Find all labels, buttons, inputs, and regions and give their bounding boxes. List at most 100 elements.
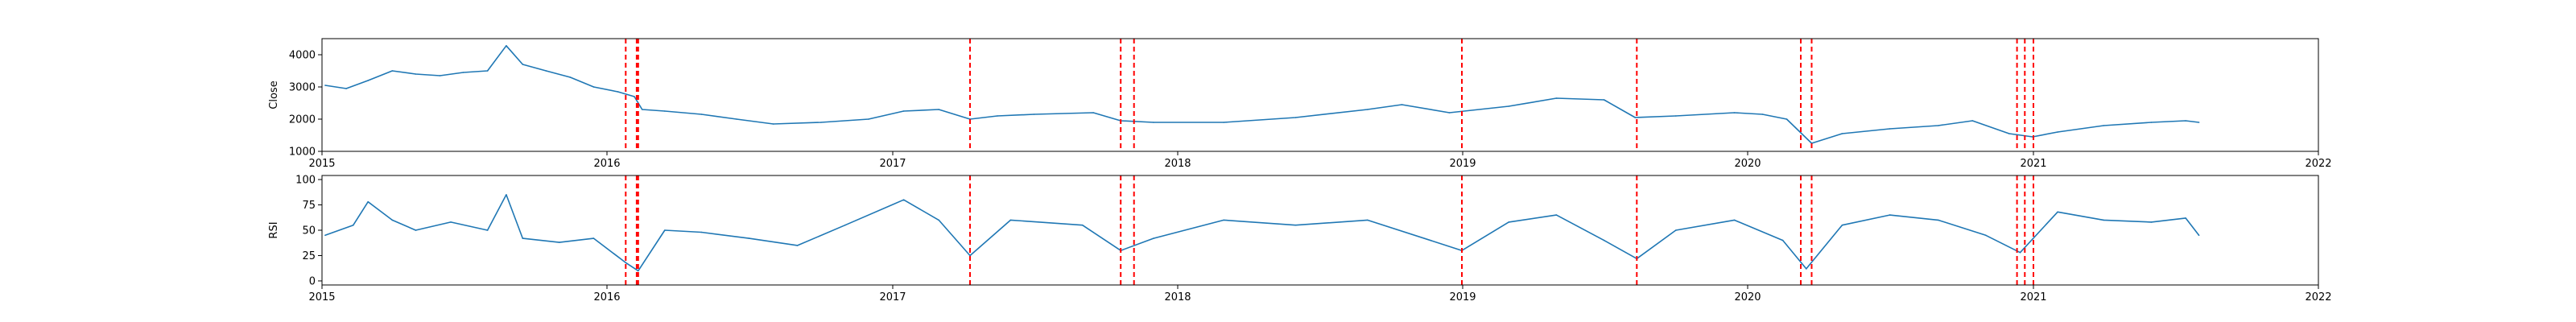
x-tick-label: 2020	[1734, 158, 1761, 170]
series-point	[1675, 229, 1677, 231]
series-point	[1009, 219, 1012, 221]
x-tick-label: 2022	[2305, 158, 2331, 170]
series-point	[1985, 234, 1987, 237]
series-point	[522, 237, 524, 239]
series-point	[462, 72, 464, 73]
series-point	[391, 219, 394, 221]
series-point	[391, 70, 394, 72]
series-point	[592, 237, 595, 239]
x-tick-label: 2015	[308, 291, 335, 303]
series-point	[748, 237, 750, 239]
series-point	[486, 229, 489, 231]
series-point	[1889, 128, 1891, 130]
y-tick-label: 50	[302, 225, 316, 237]
series-point	[522, 64, 524, 65]
series-point	[592, 86, 595, 88]
series-point	[1634, 117, 1637, 118]
series-point	[638, 270, 639, 272]
x-tick-label: 2020	[1734, 291, 1761, 303]
close-y-axis-label: Close	[268, 80, 280, 109]
series-point	[415, 229, 417, 231]
series-point	[2103, 125, 2105, 126]
x-tick-label: 2017	[879, 291, 906, 303]
x-tick-label: 2018	[1164, 158, 1191, 170]
series-point	[2150, 122, 2153, 123]
series-point	[2019, 251, 2021, 254]
series-point	[2057, 211, 2058, 213]
series-point	[1841, 224, 1843, 226]
series-point	[938, 109, 939, 110]
series-point	[664, 229, 666, 231]
close-y-axis: 1000 2000 3000 4000	[289, 50, 322, 159]
series-point	[367, 80, 369, 81]
rsi-x-axis: 2015 2016 2017 2018 2019 2020 2021 2022	[308, 285, 2332, 303]
y-tick-label: 1000	[289, 147, 316, 159]
close-axes-frame	[321, 38, 2319, 152]
series-point	[506, 194, 507, 196]
series-point	[1971, 120, 1974, 122]
x-tick-label: 2018	[1164, 291, 1191, 303]
rsi-event-lines	[625, 175, 2034, 285]
series-point	[1555, 214, 1558, 216]
series-point	[1223, 122, 1224, 123]
series-point	[324, 85, 326, 86]
x-tick-label: 2016	[593, 158, 620, 170]
x-tick-label: 2017	[879, 158, 906, 170]
close-x-axis: 2015 2016 2017 2018 2019 2020 2021 2022	[308, 151, 2332, 170]
series-point	[2198, 234, 2200, 237]
y-tick-label: 100	[295, 175, 316, 187]
series-point	[1448, 112, 1451, 114]
series-point	[1508, 221, 1509, 223]
series-point	[2185, 120, 2186, 122]
series-point	[1889, 214, 1891, 216]
series-point	[969, 254, 971, 257]
series-point	[1033, 114, 1035, 115]
y-tick-label: 3000	[289, 82, 316, 94]
series-point	[664, 110, 666, 112]
rsi-y-axis-label: RSI	[268, 221, 280, 238]
series-point	[938, 219, 939, 221]
series-point	[1555, 97, 1558, 99]
series-point	[486, 70, 489, 72]
series-point	[1937, 219, 1939, 221]
rsi-y-axis: 0 25 50 75 100	[295, 175, 322, 287]
series-point	[820, 122, 822, 123]
series-point	[1603, 239, 1605, 242]
series-point	[1081, 224, 1084, 226]
series-point	[634, 96, 635, 97]
x-tick-label: 2015	[308, 158, 335, 170]
series-point	[1153, 122, 1154, 123]
series-point	[1294, 117, 1297, 118]
series-point	[1785, 118, 1788, 120]
series-point	[1223, 219, 1224, 221]
series-point	[700, 114, 703, 115]
y-tick-label: 4000	[289, 50, 316, 62]
series-point	[1761, 114, 1764, 115]
series-point	[617, 91, 619, 93]
series-point	[1092, 112, 1094, 114]
series-point	[902, 199, 905, 200]
series-point	[1508, 105, 1509, 107]
series-point	[545, 70, 547, 72]
series-point	[902, 110, 905, 112]
close-event-lines	[625, 39, 2034, 151]
series-point	[868, 118, 869, 120]
series-point	[641, 109, 643, 110]
series-point	[997, 115, 998, 117]
series-point	[1733, 112, 1736, 114]
series-point	[1366, 109, 1368, 110]
series-point	[2198, 122, 2200, 123]
series-point	[1366, 219, 1368, 221]
series-point	[1675, 115, 1677, 117]
close-price-panel: 2015 2016 2017 2018 2019 2020 2021 2022 1000 200…	[268, 38, 2332, 170]
y-tick-label: 0	[309, 275, 316, 287]
series-point	[324, 234, 326, 237]
y-tick-label: 75	[302, 200, 316, 212]
y-tick-label: 25	[302, 250, 316, 262]
series-point	[353, 224, 354, 226]
series-point	[1937, 125, 1939, 126]
series-point	[1603, 99, 1605, 101]
x-tick-label: 2021	[2020, 158, 2046, 170]
